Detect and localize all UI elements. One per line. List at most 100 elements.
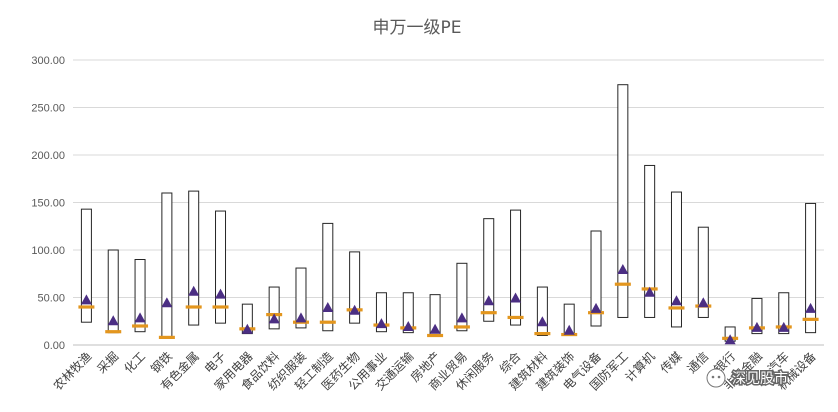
range-bar <box>697 226 709 318</box>
range-bar <box>161 192 173 339</box>
range-bar <box>805 202 817 334</box>
y-tick-label: 150.00 <box>31 198 65 210</box>
category-group <box>668 191 685 328</box>
median-marker <box>132 324 149 328</box>
range-bar <box>510 209 522 326</box>
y-tick-label: 100.00 <box>31 245 65 257</box>
current-marker <box>456 312 468 323</box>
range-bar <box>268 286 280 330</box>
range-bar <box>536 286 548 336</box>
watermark: 深见股市 <box>706 368 790 389</box>
median-marker <box>534 332 551 336</box>
y-tick-label: 250.00 <box>31 103 65 115</box>
current-marker <box>751 321 763 332</box>
category-group <box>105 249 122 334</box>
median-marker <box>427 333 444 338</box>
range-bars <box>78 84 819 345</box>
median-marker <box>158 335 175 339</box>
category-group <box>132 259 149 333</box>
y-tick-label: 200.00 <box>31 150 65 162</box>
category-group <box>400 292 417 334</box>
category-group <box>775 292 792 335</box>
category-group <box>185 190 202 326</box>
range-bar <box>778 292 790 335</box>
range-bar <box>644 164 656 318</box>
category-group <box>158 192 175 339</box>
current-marker <box>510 292 522 303</box>
y-tick-label: 0.00 <box>44 340 65 352</box>
category-group <box>266 286 283 330</box>
current-marker <box>349 304 361 315</box>
watermark-text: 深见股市 <box>732 370 788 387</box>
current-marker <box>536 316 548 327</box>
current-marker <box>241 323 253 334</box>
current-marker <box>107 315 119 326</box>
range-bar <box>349 251 361 324</box>
wechat-icon <box>706 368 726 388</box>
current-marker <box>134 312 146 323</box>
current-marker <box>644 286 656 297</box>
category-group <box>373 292 390 333</box>
category-group <box>802 202 819 334</box>
y-tick-label: 300.00 <box>31 55 65 67</box>
median-marker <box>185 305 202 309</box>
y-tick-label: 50.00 <box>37 293 65 305</box>
current-marker <box>778 321 790 332</box>
range-bar <box>134 259 146 333</box>
range-bar <box>617 84 629 318</box>
range-bar <box>483 218 495 322</box>
gridlines <box>73 59 824 346</box>
range-bar <box>670 191 682 328</box>
current-marker <box>188 285 200 296</box>
category-group <box>292 267 309 329</box>
category-group <box>507 209 524 326</box>
current-marker <box>724 334 736 345</box>
category-group <box>239 303 256 335</box>
x-tick-label: 传媒 <box>657 349 685 377</box>
current-marker <box>80 294 92 305</box>
current-marker <box>268 313 280 324</box>
median-marker <box>802 317 819 321</box>
median-marker <box>319 320 336 324</box>
category-group <box>319 222 336 332</box>
range-bar <box>80 208 92 323</box>
category-group <box>748 297 765 335</box>
median-marker <box>614 282 631 286</box>
current-marker <box>563 324 575 335</box>
current-marker <box>617 263 629 274</box>
category-group <box>453 262 470 332</box>
median-marker <box>78 305 95 309</box>
y-axis-ticks: 0.00 50.00 100.00 150.00 200.00 250.00 300.00 <box>31 55 65 352</box>
category-group <box>588 230 605 327</box>
current-marker <box>805 302 817 313</box>
current-marker <box>295 312 307 323</box>
median-marker <box>453 325 470 329</box>
x-tick-label: 采掘 <box>94 349 122 377</box>
current-marker <box>429 323 441 334</box>
x-tick-label: 通信 <box>685 349 712 376</box>
median-marker <box>212 305 229 309</box>
category-group <box>614 84 631 318</box>
category-group <box>427 294 444 338</box>
current-marker <box>161 297 173 308</box>
range-bar <box>295 267 307 329</box>
range-bar <box>375 292 387 333</box>
category-group <box>722 326 739 345</box>
range-bar <box>322 222 334 332</box>
x-tick-label: 化工 <box>121 349 148 376</box>
current-marker <box>322 301 334 312</box>
median-marker <box>668 306 685 310</box>
x-tick-label: 农林牧渔 <box>51 349 95 393</box>
median-marker <box>507 315 524 320</box>
category-group <box>480 218 497 322</box>
category-group <box>641 164 658 318</box>
current-marker <box>670 295 682 306</box>
range-bar <box>456 262 468 332</box>
current-marker <box>590 302 602 313</box>
range-bar <box>751 297 763 335</box>
current-marker <box>483 295 495 306</box>
range-bar <box>402 292 414 334</box>
range-bar <box>215 210 227 324</box>
median-marker <box>105 330 122 334</box>
